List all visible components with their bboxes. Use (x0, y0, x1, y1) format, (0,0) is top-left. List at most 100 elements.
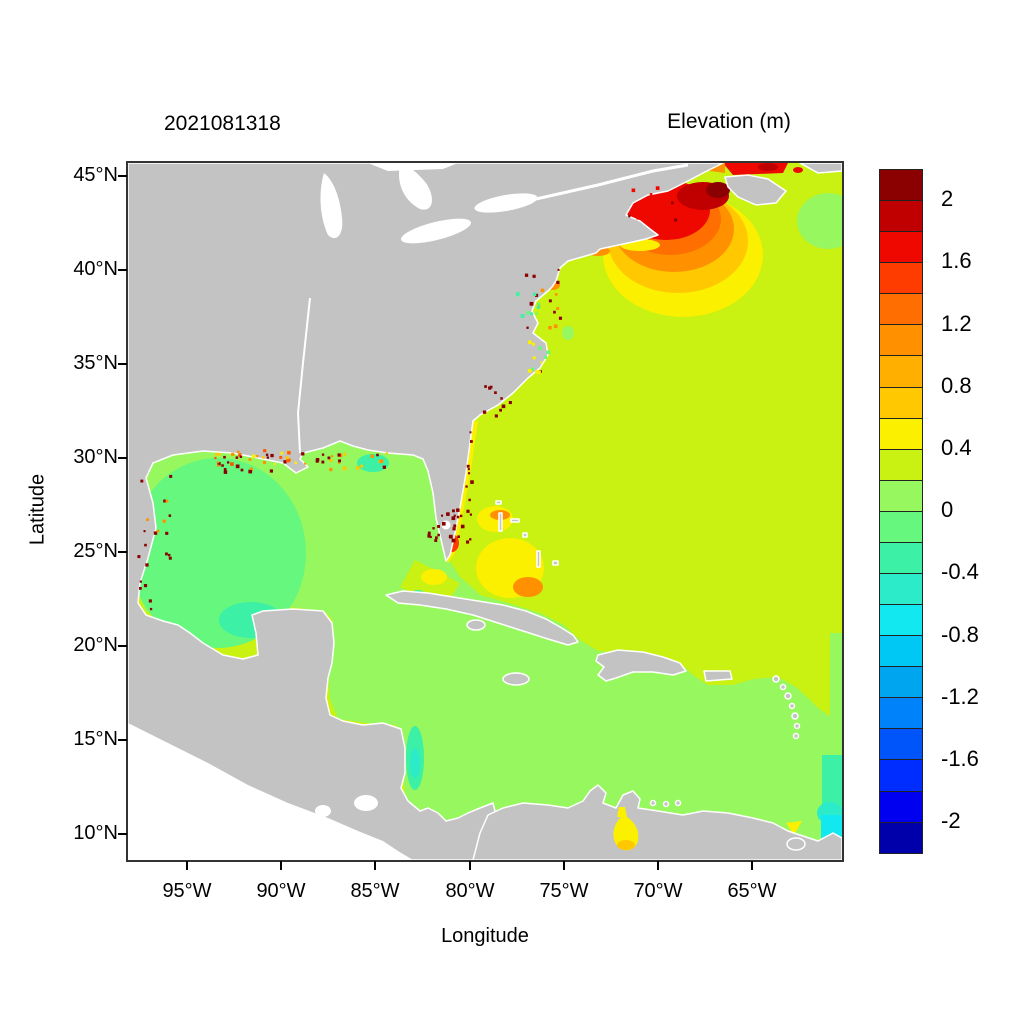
flood-cell-speckle (535, 293, 539, 297)
flood-cell-speckle (544, 355, 548, 359)
flood-cell-speckle (532, 356, 536, 360)
flood-cell-speckle (451, 538, 456, 543)
flood-cell-speckle (527, 369, 532, 373)
x-tick-mark (563, 861, 565, 870)
flood-cell-speckle (671, 201, 674, 205)
flood-cell-speckle (466, 509, 470, 513)
colorbar-cell (880, 232, 922, 264)
flood-cell-speckle (263, 461, 266, 464)
flood-cell-speckle (385, 452, 388, 455)
flood-cell-speckle (452, 509, 455, 513)
flood-cell-speckle (448, 535, 452, 538)
flood-cell-speckle (165, 499, 169, 503)
flood-cell-speckle (470, 440, 473, 443)
flood-cell-speckle (221, 464, 224, 467)
colorbar-cell (880, 201, 922, 233)
flood-cell-speckle (427, 531, 431, 535)
colorbar-tick-label: -1.2 (941, 684, 979, 709)
flood-cell-speckle (294, 461, 297, 464)
trinidad-land (786, 837, 806, 851)
flood-cell-speckle (536, 305, 540, 309)
se-edge-teal-strip (822, 755, 842, 815)
flood-cell-speckle (457, 535, 460, 538)
jamaica-land (502, 672, 530, 686)
flood-cell-speckle (145, 563, 149, 567)
flood-cell-speckle (628, 215, 631, 218)
flood-cell-speckle (530, 367, 535, 371)
flood-cell-speckle (469, 513, 472, 516)
colorbar-tick-label: -1.6 (941, 746, 979, 771)
flood-cell-speckle (546, 350, 551, 355)
flood-cell-speckle (520, 314, 525, 318)
flood-cell-speckle (265, 453, 269, 456)
flood-cell-speckle (249, 467, 253, 470)
x-tick-label: 65°W (727, 880, 777, 902)
x-tick-mark (186, 861, 188, 870)
flood-cell-speckle (427, 534, 431, 538)
flood-cell-speckle (153, 531, 158, 535)
bahamas-islands (495, 500, 559, 568)
trinidad-yellow-patch (786, 821, 802, 835)
y-tick-mark (118, 269, 127, 271)
flood-cell-speckle (327, 456, 331, 460)
flood-cell-speckle (484, 385, 487, 388)
lesser-antilles-islands (649, 675, 801, 808)
flood-cell-speckle (356, 466, 360, 470)
flood-cell-speckle (456, 508, 460, 512)
y-tick-label: 15°N (73, 728, 118, 750)
lakes-and-rivers (296, 163, 689, 817)
flood-cell-speckle (446, 512, 450, 516)
flood-cell-speckle (235, 464, 240, 469)
flood-cell-speckle (636, 216, 640, 220)
lake-ontario (474, 193, 538, 213)
flood-cell-speckle (537, 370, 541, 374)
st-lawrence-river (535, 163, 689, 201)
timestamp-title: 2021081318 (164, 112, 281, 135)
flood-cell-speckle (453, 514, 456, 517)
flood-cell-speckle (216, 464, 220, 467)
flood-cell-speckle (548, 299, 552, 303)
y-tick-mark (118, 645, 127, 647)
colorbar (879, 169, 923, 854)
flood-cell-speckle (165, 552, 168, 556)
flood-cell-speckle (466, 464, 470, 468)
colorbar-cell (880, 729, 922, 761)
y-tick-label: 45°N (73, 164, 118, 186)
flood-cell-speckle (669, 201, 673, 204)
colorbar-cell (880, 760, 922, 792)
flood-cell-speckle (218, 453, 221, 456)
flood-cell-speckle (168, 553, 171, 557)
flood-cell-speckle (285, 456, 289, 460)
flood-cell-speckle (516, 292, 520, 296)
flood-cell-speckle (674, 218, 678, 222)
flood-cell-speckle (467, 468, 470, 471)
nova-scotia-land (724, 174, 787, 206)
flood-cell-speckle (286, 458, 290, 463)
flood-cell-speckle (337, 453, 341, 457)
flood-cell-speckle (321, 460, 325, 464)
colorbar-cell (880, 170, 922, 202)
flood-cell-speckle (460, 524, 465, 529)
flood-cell-speckle (556, 280, 560, 284)
flood-cell-speckle (321, 453, 325, 456)
y-tick-label: 25°N (73, 540, 118, 562)
flood-cell-speckle (482, 410, 487, 414)
flood-cell-speckle (283, 460, 287, 464)
colorbar-tick-label: -0.4 (941, 559, 979, 584)
flood-cell-speckle (248, 458, 252, 461)
flood-cell-speckle (261, 456, 265, 459)
flood-cell-speckle (379, 459, 384, 464)
x-tick-mark (469, 861, 471, 870)
flood-cell-speckle (655, 186, 660, 190)
flood-cell-speckle (553, 324, 558, 329)
flood-cell-speckle (631, 188, 636, 193)
flood-cell-speckle (494, 414, 498, 418)
flood-cell-speckle (263, 449, 267, 453)
flood-cell-speckle (442, 522, 446, 526)
x-axis-title: Longitude (441, 925, 529, 947)
flood-cell-speckle (470, 480, 474, 484)
flood-cell-speckle (508, 401, 512, 405)
colorbar-tick-label: 0.8 (941, 373, 972, 398)
flood-cell-speckle (342, 466, 347, 471)
